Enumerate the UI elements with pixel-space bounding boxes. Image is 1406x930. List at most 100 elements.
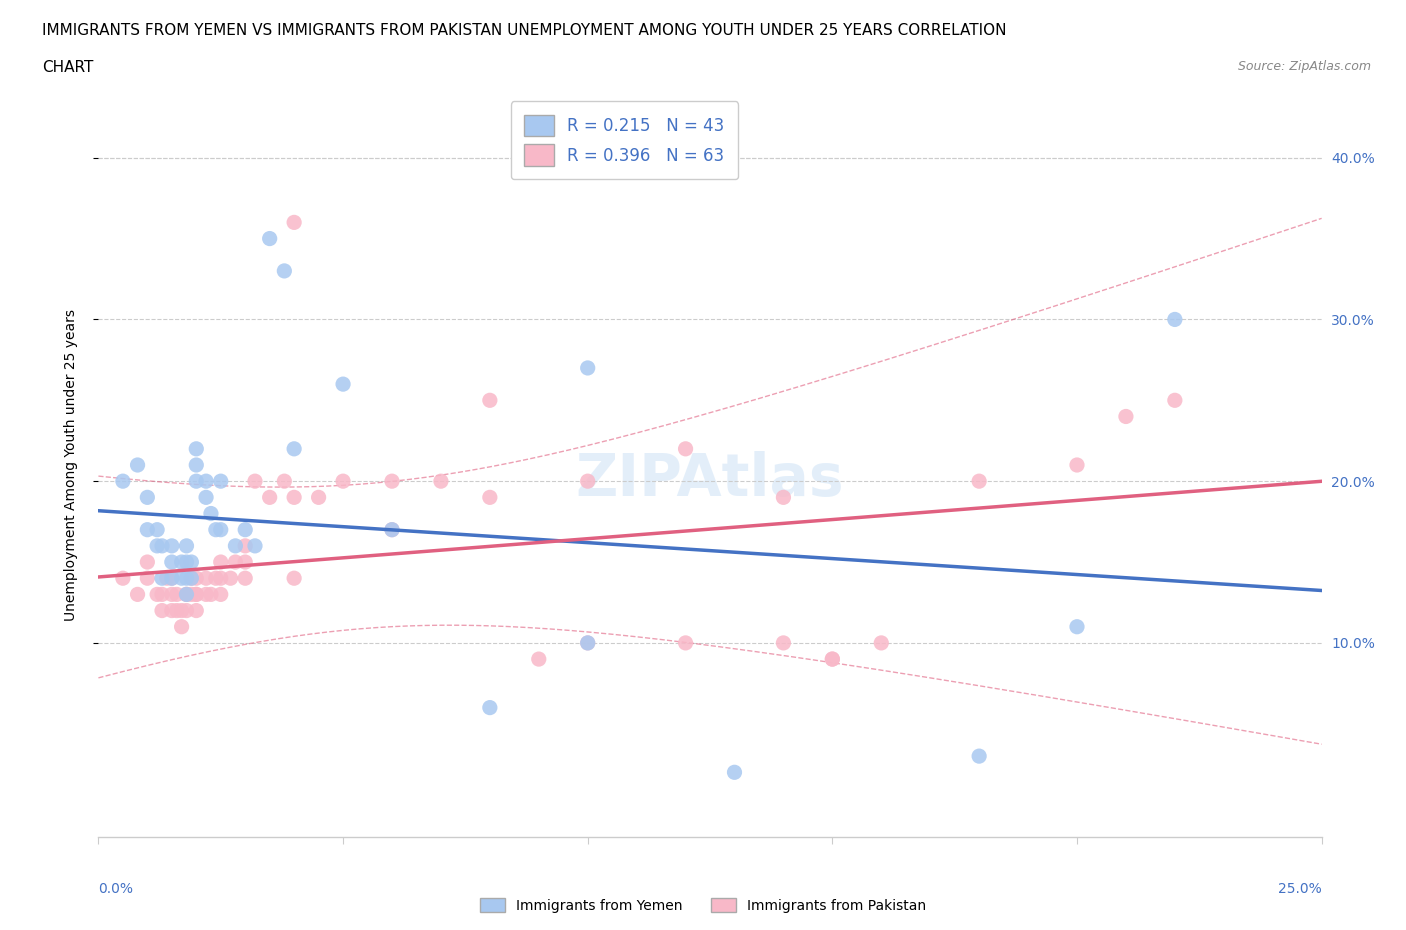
Legend: Immigrants from Yemen, Immigrants from Pakistan: Immigrants from Yemen, Immigrants from P… [475, 893, 931, 919]
Point [176, 587, 198, 602]
Point [1066, 458, 1088, 472]
Point [283, 571, 305, 586]
Point [186, 442, 208, 457]
Point [127, 587, 149, 602]
Point [180, 571, 202, 586]
Point [332, 473, 354, 488]
Point [160, 538, 183, 553]
Text: Source: ZipAtlas.com: Source: ZipAtlas.com [1237, 60, 1371, 73]
Point [160, 571, 183, 586]
Point [195, 587, 218, 602]
Point [176, 538, 198, 553]
Point [200, 587, 222, 602]
Point [224, 538, 246, 553]
Point [308, 490, 330, 505]
Point [723, 764, 745, 779]
Point [186, 458, 208, 472]
Point [170, 619, 193, 634]
Point [136, 490, 159, 505]
Point [243, 538, 266, 553]
Point [111, 571, 134, 586]
Point [160, 554, 183, 569]
Point [150, 587, 173, 602]
Point [195, 473, 218, 488]
Point [209, 523, 232, 538]
Point [160, 571, 183, 586]
Point [111, 473, 134, 488]
Point [170, 571, 193, 586]
Point [195, 490, 218, 505]
Point [136, 554, 159, 569]
Point [186, 571, 208, 586]
Point [180, 587, 202, 602]
Text: 25.0%: 25.0% [1278, 882, 1322, 896]
Point [273, 263, 295, 278]
Point [243, 473, 266, 488]
Point [209, 587, 232, 602]
Point [283, 215, 305, 230]
Point [259, 490, 281, 505]
Point [576, 635, 599, 650]
Point [967, 473, 990, 488]
Point [186, 587, 208, 602]
Point [209, 571, 232, 586]
Point [430, 473, 453, 488]
Point [146, 587, 169, 602]
Point [150, 538, 173, 553]
Point [675, 635, 697, 650]
Point [283, 442, 305, 457]
Point [821, 652, 844, 667]
Point [209, 554, 232, 569]
Point [233, 554, 256, 569]
Point [176, 554, 198, 569]
Text: CHART: CHART [42, 60, 94, 75]
Point [186, 604, 208, 618]
Point [136, 523, 159, 538]
Point [478, 392, 501, 407]
Point [233, 538, 256, 553]
Point [186, 473, 208, 488]
Point [478, 490, 501, 505]
Point [186, 587, 208, 602]
Point [176, 571, 198, 586]
Point [209, 473, 232, 488]
Point [150, 604, 173, 618]
Point [176, 587, 198, 602]
Point [146, 523, 169, 538]
Point [527, 652, 550, 667]
Point [205, 523, 228, 538]
Point [381, 523, 404, 538]
Point [576, 473, 599, 488]
Point [273, 473, 295, 488]
Point [675, 442, 697, 457]
Point [576, 635, 599, 650]
Point [870, 635, 893, 650]
Point [283, 490, 305, 505]
Point [1115, 409, 1137, 424]
Point [180, 571, 202, 586]
Point [150, 571, 173, 586]
Point [381, 473, 404, 488]
Y-axis label: Unemployment Among Youth under 25 years: Unemployment Among Youth under 25 years [63, 309, 77, 621]
Legend: R = 0.215   N = 43, R = 0.396   N = 63: R = 0.215 N = 43, R = 0.396 N = 63 [510, 101, 738, 179]
Point [1066, 619, 1088, 634]
Point [146, 538, 169, 553]
Point [160, 587, 183, 602]
Text: 0.0%: 0.0% [98, 882, 134, 896]
Point [166, 587, 188, 602]
Point [224, 554, 246, 569]
Text: ZIPAtlas: ZIPAtlas [575, 451, 845, 509]
Text: IMMIGRANTS FROM YEMEN VS IMMIGRANTS FROM PAKISTAN UNEMPLOYMENT AMONG YOUTH UNDER: IMMIGRANTS FROM YEMEN VS IMMIGRANTS FROM… [42, 23, 1007, 38]
Point [1164, 312, 1187, 326]
Point [821, 652, 844, 667]
Point [967, 749, 990, 764]
Point [1164, 392, 1187, 407]
Point [170, 604, 193, 618]
Point [200, 506, 222, 521]
Point [772, 490, 794, 505]
Point [176, 604, 198, 618]
Point [205, 571, 228, 586]
Point [195, 571, 218, 586]
Point [160, 604, 183, 618]
Point [156, 571, 179, 586]
